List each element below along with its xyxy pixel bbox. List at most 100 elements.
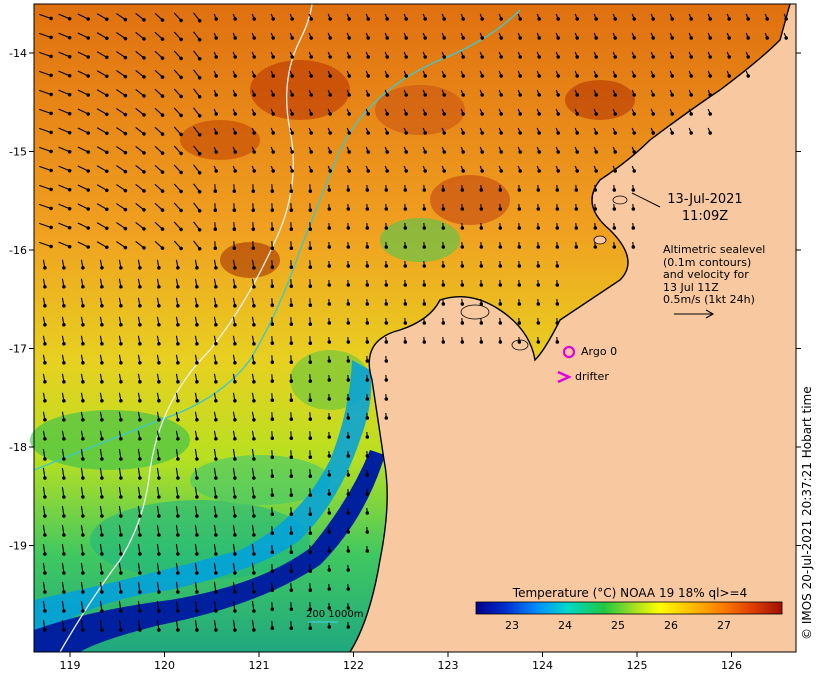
velocity-arrow <box>42 619 47 632</box>
velocity-arrow <box>536 127 541 135</box>
velocity-arrow <box>213 297 218 308</box>
velocity-arrow <box>555 298 560 306</box>
velocity-arrow <box>365 146 370 154</box>
velocity-arrow <box>403 241 408 249</box>
velocity-arrow <box>403 127 408 135</box>
velocity-arrow <box>517 260 522 268</box>
velocity-arrow <box>61 448 66 461</box>
velocity-arrow <box>403 165 408 173</box>
velocity-arrow <box>99 619 104 632</box>
velocity-arrow <box>175 278 180 289</box>
velocity-arrow <box>403 89 408 97</box>
velocity-arrow <box>365 127 370 135</box>
velocity-arrow <box>422 127 427 135</box>
velocity-arrow <box>173 107 183 118</box>
velocity-arrow <box>479 222 484 230</box>
velocity-arrow <box>251 278 256 289</box>
velocity-arrow <box>460 203 465 211</box>
velocity-arrow <box>346 355 351 363</box>
velocity-arrow <box>80 467 85 480</box>
velocity-arrow <box>137 486 142 499</box>
velocity-arrow <box>193 12 202 23</box>
velocity-arrow <box>365 355 370 363</box>
velocity-arrow <box>327 583 332 591</box>
velocity-arrow <box>536 32 541 40</box>
velocity-arrow <box>574 89 579 97</box>
velocity-arrow <box>498 108 503 116</box>
velocity-arrow <box>99 392 104 403</box>
velocity-arrow <box>365 431 370 439</box>
velocity-arrow <box>154 88 165 98</box>
velocity-arrow <box>498 89 503 97</box>
velocity-arrow <box>77 146 91 154</box>
velocity-arrow <box>536 89 541 97</box>
velocity-arrow <box>593 51 598 59</box>
velocity-arrow <box>61 316 66 327</box>
velocity-arrow <box>39 222 53 230</box>
velocity-arrow <box>308 583 313 592</box>
velocity-arrow <box>669 70 674 78</box>
velocity-arrow <box>308 298 313 307</box>
velocity-arrow <box>154 69 165 79</box>
velocity-arrow <box>58 70 72 78</box>
velocity-arrow <box>365 203 370 211</box>
velocity-arrow <box>384 336 389 344</box>
velocity-arrow <box>555 184 560 192</box>
velocity-arrow <box>460 146 465 154</box>
velocity-arrow <box>441 32 446 40</box>
velocity-arrow <box>631 13 636 21</box>
velocity-arrow <box>154 183 165 193</box>
velocity-arrow <box>365 184 370 192</box>
velocity-arrow <box>61 486 66 499</box>
velocity-arrow <box>593 241 598 249</box>
velocity-arrow <box>42 524 47 537</box>
velocity-arrow <box>384 298 389 306</box>
velocity-arrow <box>422 260 427 268</box>
velocity-arrow <box>116 222 128 231</box>
velocity-arrow <box>498 298 503 306</box>
velocity-arrow <box>156 562 161 575</box>
velocity-arrow <box>555 89 560 97</box>
deep-contour-1000m <box>59 3 313 653</box>
velocity-arrow <box>574 108 579 116</box>
velocity-arrow <box>58 146 72 154</box>
velocity-arrow <box>688 51 693 59</box>
velocity-arrow <box>39 184 53 192</box>
velocity-arrow <box>479 51 484 59</box>
velocity-arrow <box>460 127 465 135</box>
velocity-arrow <box>175 486 180 499</box>
velocity-arrow <box>175 430 180 441</box>
velocity-arrow <box>650 70 655 78</box>
velocity-arrow <box>536 165 541 173</box>
velocity-arrow <box>232 581 237 594</box>
velocity-arrow <box>213 89 218 97</box>
velocity-arrow <box>232 619 237 632</box>
velocity-arrow <box>308 469 313 478</box>
velocity-arrow <box>61 524 66 537</box>
velocity-arrow <box>99 600 104 613</box>
velocity-arrow <box>251 241 256 250</box>
velocity-arrow <box>365 469 370 477</box>
velocity-arrow <box>555 203 560 211</box>
velocity-arrow <box>422 298 427 306</box>
velocity-arrow <box>251 259 256 270</box>
velocity-arrow <box>422 89 427 97</box>
velocity-arrow <box>460 108 465 116</box>
velocity-arrow <box>96 51 109 60</box>
velocity-arrow <box>213 278 218 289</box>
temperature-colorbar <box>475 601 783 615</box>
velocity-arrow <box>593 184 598 192</box>
velocity-arrow <box>308 13 313 21</box>
velocity-arrow <box>118 486 123 499</box>
velocity-arrow <box>39 89 53 97</box>
x-tick-label: 119 <box>60 659 81 672</box>
velocity-arrow <box>403 32 408 40</box>
velocity-arrow <box>116 184 128 193</box>
velocity-arrow <box>384 13 389 21</box>
velocity-arrow <box>422 32 427 40</box>
velocity-arrow <box>422 184 427 192</box>
velocity-arrow <box>80 411 85 422</box>
velocity-arrow <box>175 392 180 403</box>
velocity-arrow <box>173 31 183 42</box>
velocity-arrow <box>116 203 128 212</box>
